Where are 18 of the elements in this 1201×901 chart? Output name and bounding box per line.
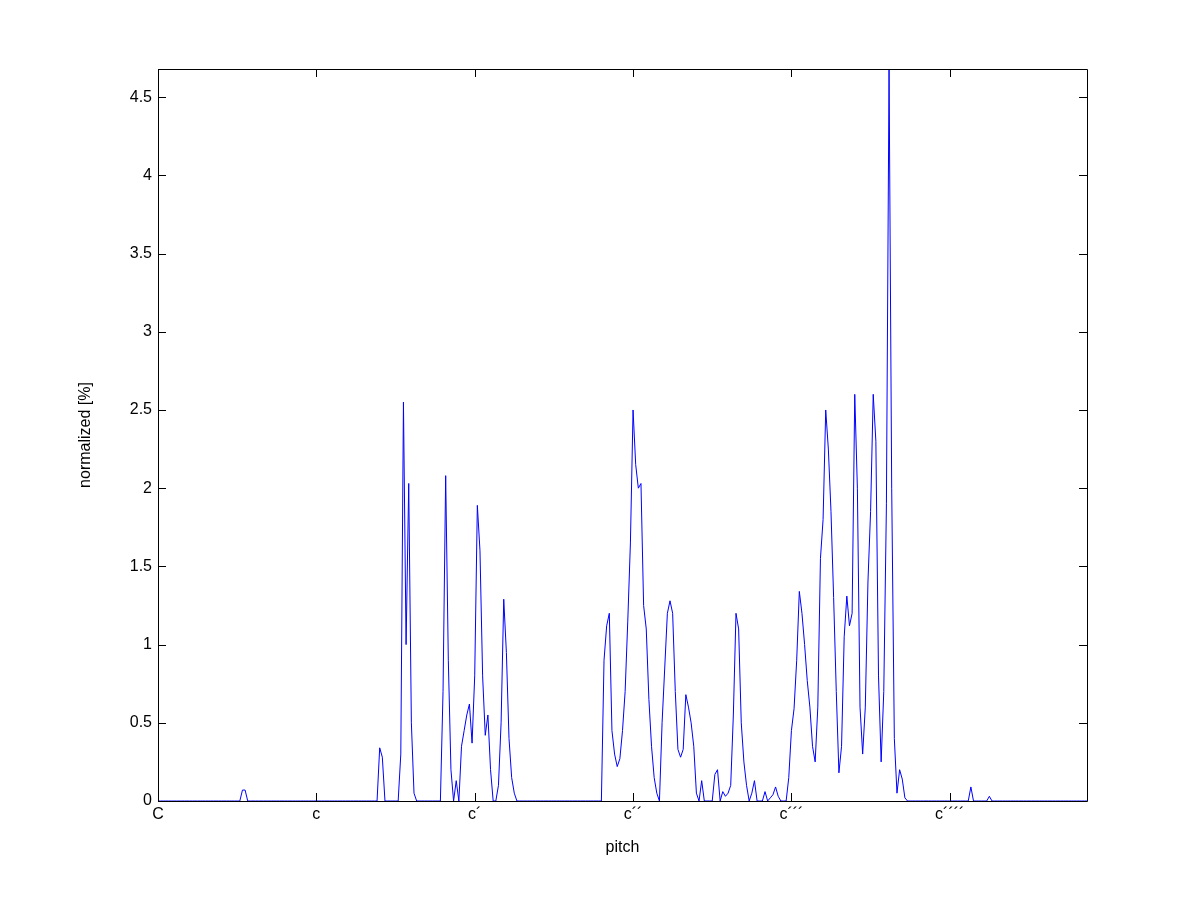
x-tick-label: c´´ xyxy=(623,805,643,823)
y-tick-label: 4.5 xyxy=(129,87,153,105)
x-tick-label: c xyxy=(312,805,321,823)
y-axis-title: normalized [%] xyxy=(76,382,94,488)
y-tick-label: 3.5 xyxy=(129,243,153,261)
y-tick-label: 0 xyxy=(143,791,153,809)
x-tick-label: c´ xyxy=(468,805,482,823)
y-tick-label: 2 xyxy=(143,478,153,496)
y-tick-label: 4 xyxy=(143,165,153,183)
y-tick-label: 0.5 xyxy=(129,713,153,731)
x-axis-title: pitch xyxy=(605,837,640,855)
y-tick-label: 1 xyxy=(143,635,153,652)
x-tick-label: C xyxy=(152,805,164,823)
y-tick-label: 2.5 xyxy=(129,400,153,418)
x-tick-label: c´´´´ xyxy=(935,805,965,823)
y-tick-label: 1.5 xyxy=(129,556,153,574)
x-tick-label: c´´´ xyxy=(779,805,804,823)
y-tick-label: 3 xyxy=(143,322,153,340)
